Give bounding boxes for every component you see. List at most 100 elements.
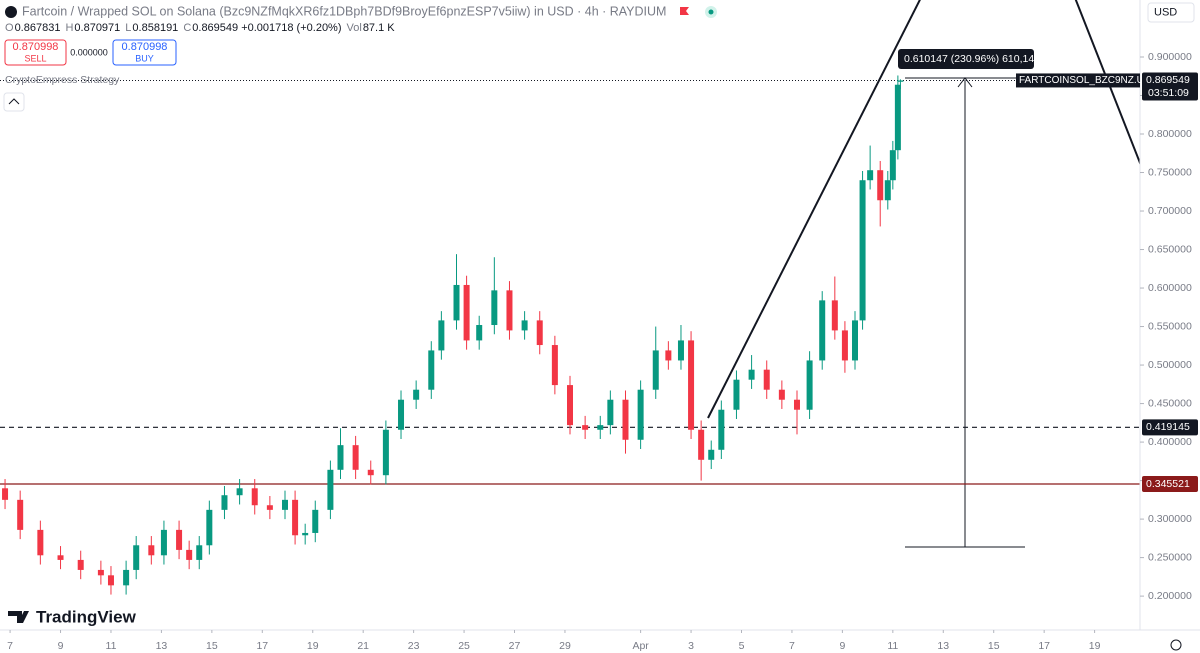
candle-body (266, 505, 273, 510)
x-tick-label: 13 (156, 640, 168, 652)
x-tick-label: 9 (839, 640, 845, 652)
x-tick-label: 13 (937, 640, 949, 652)
y-tick-label: 0.900000 (1148, 51, 1192, 63)
trend-line (707, 0, 921, 419)
x-tick-label: 25 (458, 640, 470, 652)
x-tick-label: 17 (1038, 640, 1050, 652)
candle-body (428, 350, 435, 390)
candle-body (302, 532, 309, 536)
candle-body (382, 429, 389, 476)
candle-body (536, 320, 543, 346)
x-tick-label: 7 (7, 640, 13, 652)
x-tick-label: 11 (106, 640, 117, 652)
candle-body (778, 389, 785, 400)
candle-body (884, 180, 891, 201)
x-tick-label: 9 (58, 640, 64, 652)
candle-body (607, 399, 614, 426)
candle-body (506, 290, 513, 331)
collapse-icon (8, 98, 20, 105)
candle-body (236, 488, 243, 496)
candle-body (352, 445, 359, 470)
y-tick-label: 0.700000 (1148, 205, 1192, 217)
sell-price: 0.870998 (13, 41, 59, 53)
candle-body (688, 340, 695, 430)
candle-body (2, 488, 9, 500)
candle-body (77, 559, 84, 570)
y-tick-label: 0.500000 (1148, 359, 1192, 371)
currency-button[interactable] (1147, 2, 1195, 23)
candle-body (221, 495, 228, 510)
candle-body (438, 320, 445, 351)
y-tick-label: 0.650000 (1148, 243, 1192, 255)
legend-key: H (65, 22, 73, 34)
legend-key: Vol (347, 22, 362, 34)
sell-button[interactable] (4, 39, 67, 66)
candle-body (160, 529, 167, 556)
status-icon (708, 9, 714, 15)
candle-body (718, 409, 725, 450)
indicator-name: CryptoEmpress Strategy (5, 74, 120, 86)
candle-body (413, 389, 420, 400)
settings-icon[interactable] (1170, 639, 1182, 651)
candle-body (793, 399, 800, 410)
x-tick-label: 23 (408, 640, 420, 652)
candle-body (698, 429, 705, 460)
candle-body (889, 150, 896, 181)
y-tick-label: 0.300000 (1148, 513, 1192, 525)
x-tick-label: 15 (988, 640, 1000, 652)
currency: USD (1154, 6, 1177, 18)
x-tick-label: 11 (887, 640, 898, 652)
candle-body (37, 529, 44, 556)
candle-body (337, 445, 344, 470)
buy-button[interactable] (112, 39, 177, 66)
spread: 0.000000 (70, 47, 108, 57)
candle-body (567, 385, 573, 426)
y-tick-label: 0.800000 (1148, 128, 1192, 140)
x-tick-label: 15 (206, 640, 218, 652)
legend-key: O (5, 22, 14, 34)
candle-body (292, 499, 299, 536)
candle-body (97, 569, 104, 576)
candle-body (708, 449, 715, 460)
candle-body (897, 80, 904, 82)
symbol-label-bg (1016, 73, 1140, 88)
candle-body (582, 425, 589, 430)
logo-icon (8, 611, 29, 623)
y-tick-label: 0.550000 (1148, 320, 1192, 332)
x-tick-label: 19 (1089, 640, 1101, 652)
y-tick-label: 0.750000 (1148, 166, 1192, 178)
symbol-label: FARTCOINSOL_BZC9NZ.USD (1019, 75, 1158, 86)
symbol-icon (5, 6, 17, 18)
last-price: 0.869549 (1146, 74, 1190, 86)
buy-label: BUY (135, 53, 154, 63)
candle-body (251, 488, 258, 506)
candle-body (476, 325, 483, 341)
y-tick-label: 0.400000 (1148, 436, 1192, 448)
legend-value: 0.869549 +0.001718 (+0.20%) (192, 22, 341, 34)
candle-body (17, 499, 24, 530)
plot-area (0, 0, 1140, 595)
x-tick-label: 21 (357, 640, 369, 652)
candle-body (491, 290, 498, 326)
candle-body (733, 379, 740, 410)
candle-body (677, 340, 684, 361)
candle-body (123, 569, 130, 586)
candle-body (894, 84, 901, 151)
candle-body (551, 345, 558, 386)
candle-body (107, 575, 114, 586)
candle-body (806, 360, 813, 410)
collapse-button[interactable] (3, 92, 25, 112)
legend-key: C (183, 22, 191, 34)
candle-body (206, 509, 213, 546)
candle-body (819, 300, 826, 361)
candle-body (133, 545, 140, 570)
x-tick-label: 3 (688, 640, 694, 652)
sell-label: SELL (24, 53, 46, 63)
legend-value: 0.867831 (15, 22, 61, 34)
candle-body (367, 469, 374, 476)
candle-body (196, 545, 203, 560)
candle-body (597, 425, 604, 430)
measure-label-bg (898, 49, 1034, 69)
legend-value: 0.858191 (132, 22, 178, 34)
